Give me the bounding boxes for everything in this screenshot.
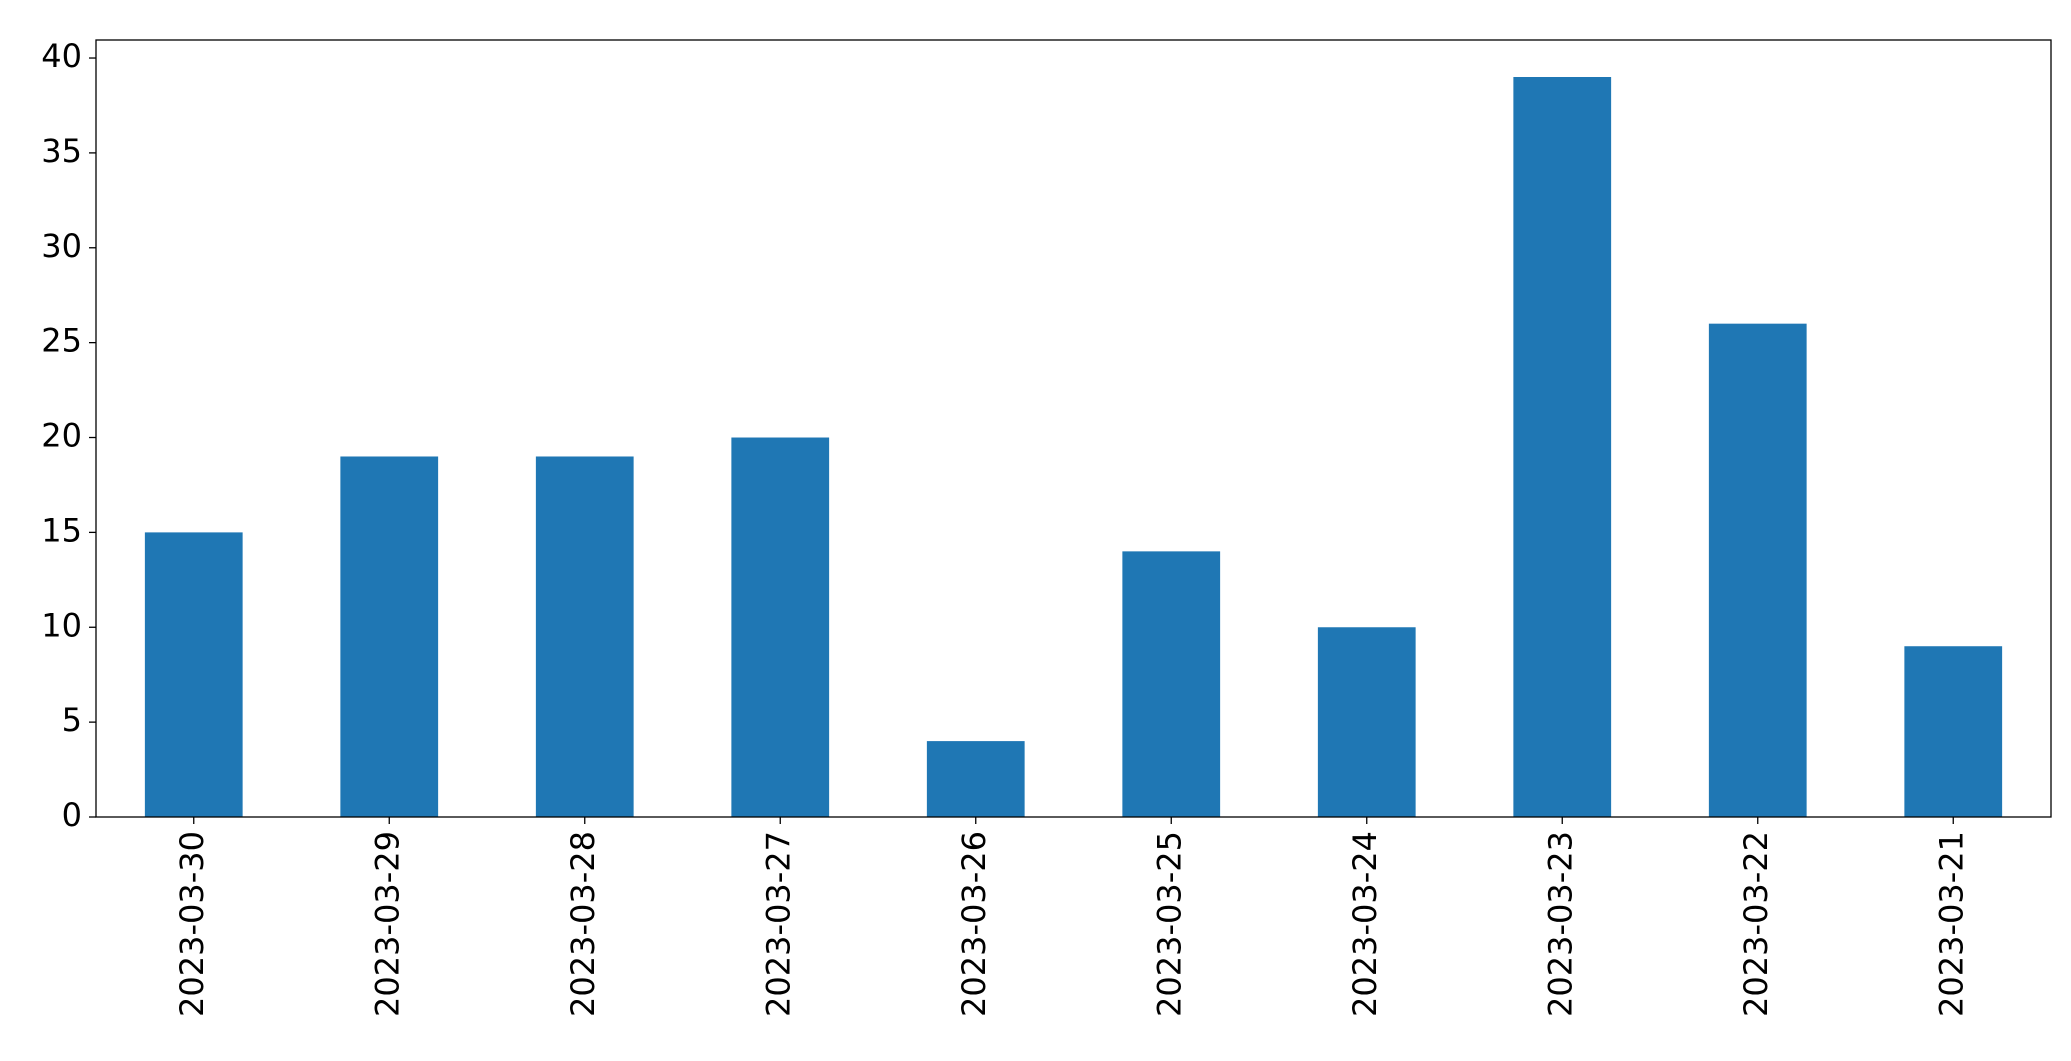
x-tick-label: 2023-03-23	[1541, 831, 1579, 1017]
x-tick-label: 2023-03-24	[1346, 831, 1384, 1017]
x-tick-label: 2023-03-29	[368, 831, 406, 1017]
bar	[731, 437, 830, 817]
y-tick-label: 40	[41, 37, 82, 75]
bar	[535, 456, 634, 817]
x-tick-label: 2023-03-27	[759, 831, 797, 1017]
y-tick-label: 20	[41, 417, 82, 455]
x-tick-label: 2023-03-25	[1150, 831, 1188, 1017]
y-tick-label: 15	[41, 511, 82, 549]
y-tick-label: 30	[41, 227, 82, 265]
y-tick-label: 25	[41, 322, 82, 360]
x-tick-label: 2023-03-22	[1737, 831, 1775, 1017]
x-tick-label: 2023-03-21	[1932, 831, 1970, 1017]
axes-frame	[95, 39, 2052, 818]
bar	[1708, 323, 1807, 817]
bar	[1317, 627, 1416, 817]
bar	[1513, 77, 1612, 817]
bar	[1122, 551, 1221, 817]
bar	[144, 532, 243, 817]
x-tick-label: 2023-03-30	[173, 831, 211, 1017]
y-tick-label: 0	[62, 796, 82, 834]
x-tick-label: 2023-03-26	[955, 831, 993, 1017]
y-tick-label: 5	[62, 701, 82, 739]
y-tick-label: 35	[41, 132, 82, 170]
bar	[926, 741, 1025, 817]
y-tick-label: 10	[41, 606, 82, 644]
bar	[1904, 646, 2003, 817]
bar	[340, 456, 439, 817]
x-tick-label: 2023-03-28	[564, 831, 602, 1017]
